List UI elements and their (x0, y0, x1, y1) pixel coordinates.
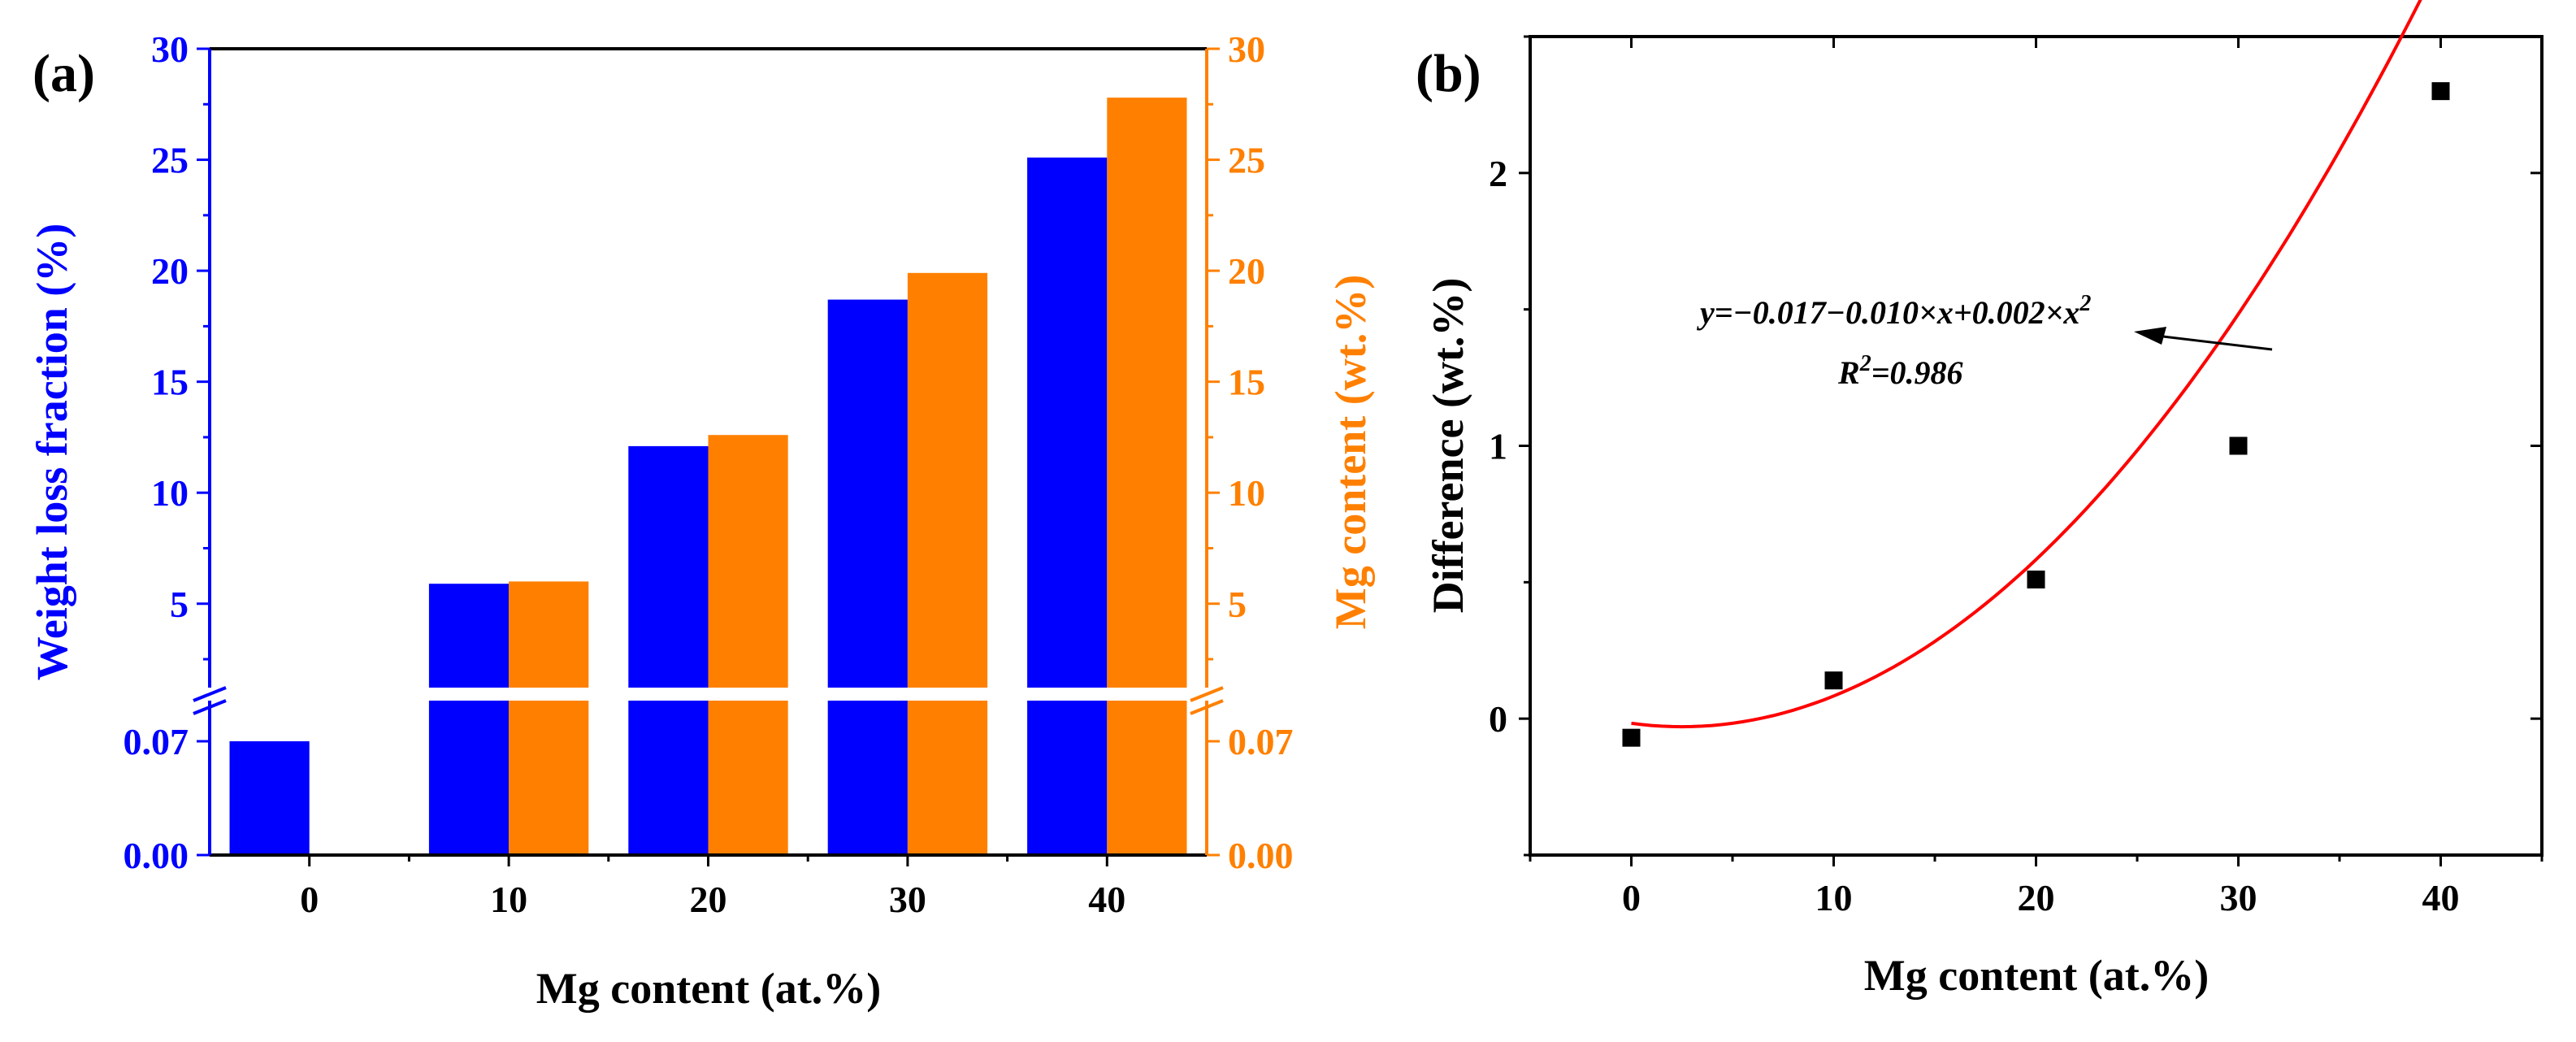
panel-a-x-tick-label: 10 (490, 879, 527, 920)
panel-a-right-y-tick-label: 25 (1228, 140, 1265, 181)
bar-mg-content-10 (509, 581, 589, 855)
fit-curve (1631, 0, 2422, 729)
panel-b-points (1622, 82, 2450, 747)
equation-arrow-head (2134, 327, 2166, 345)
panel-a-right-break-slash (1190, 699, 1224, 715)
panel-a-x-tick-label: 0 (300, 879, 319, 920)
panel-a-left-y-title: Weight loss fraction (%) (28, 224, 76, 680)
bar-mg-content-30 (907, 272, 988, 855)
panel-b-label: (b) (1416, 44, 1481, 103)
panel-b-y-tick-label: 2 (1489, 153, 1507, 194)
panel-a-right-y-tick-label: 5 (1228, 584, 1247, 625)
panel-b-x-tick-label: 20 (2018, 877, 2055, 918)
panel-a-left-y-tick-label: 0.00 (124, 835, 189, 876)
panel-a-x-tick-label: 20 (690, 879, 727, 920)
panel-b-y-tick-label: 1 (1489, 426, 1507, 467)
panel-a-left-y-tick-label: 30 (151, 28, 189, 70)
panel-b-y-tick-label: 0 (1489, 698, 1507, 740)
panel-b-x-tick-label: 10 (1815, 877, 1853, 918)
panel-a-axis-break (195, 688, 1224, 701)
bar-weight-loss-40 (1027, 157, 1108, 856)
fit-equation: y=−0.017−0.010×x+0.002×x2 (1697, 291, 2091, 331)
panel-a-right-y-tick-label: 15 (1228, 362, 1265, 403)
panel-b-ticks: 0 10 20 30 40 0 1 2 (1489, 35, 2543, 918)
panel-a-left-y-tick-label: 15 (151, 362, 189, 403)
panel-a-bars (229, 98, 1187, 856)
bar-weight-loss-0 (229, 741, 310, 855)
equation-arrow-shaft (2162, 335, 2273, 351)
panel-a-left-y-tick-label: 10 (151, 472, 189, 514)
panel-a-left-y-tick-label: 20 (151, 250, 189, 292)
r-squared: R2=0.986 (1837, 351, 1962, 391)
data-point-30 (2229, 436, 2248, 455)
panel-b-y-title: Difference (wt.%) (1424, 278, 1472, 614)
panel-a-right-break-slash (1190, 686, 1224, 702)
data-point-20 (2027, 570, 2045, 588)
panel-a-right-y-tick-label: 10 (1228, 472, 1265, 514)
data-point-40 (2431, 82, 2450, 101)
panel-a-right-y-tick-label: 30 (1228, 28, 1265, 70)
panel-b-x-tick-label: 0 (1622, 877, 1641, 918)
data-point-10 (1824, 671, 1843, 690)
panel-b-x-tick-label: 30 (2220, 877, 2257, 918)
panel-a-x-tick-label: 30 (889, 879, 926, 920)
bar-mg-content-40 (1107, 98, 1187, 856)
panel-a-left-break-slash (193, 686, 227, 702)
data-point-0 (1622, 728, 1641, 747)
panel-a-left-y-tick-label: 25 (151, 140, 189, 181)
panel-a-left-y-tick-label: 5 (170, 584, 189, 625)
panel-a-right-y-tick-label: 20 (1228, 250, 1265, 292)
panel-a-label: (a) (33, 44, 95, 103)
panel-b: (b) 0 10 20 30 40 0 1 2 y=−0.017−0.010×x+0.002×… (1416, 0, 2543, 1000)
panel-a-x-tick-label: 40 (1088, 879, 1125, 920)
panel-a-right-y-tick-label: 0.00 (1228, 835, 1294, 876)
bar-weight-loss-30 (827, 299, 908, 856)
panel-a: (a) 0 10 20 30 40 0.00 0.00 0.07 0.07 5 5 10 10 15 15 2… (28, 28, 1375, 1013)
panel-a-left-break-slash (193, 699, 227, 715)
bar-weight-loss-20 (628, 445, 709, 855)
panel-b-x-title: Mg content (at.%) (1864, 951, 2209, 1000)
bar-mg-content-20 (708, 435, 788, 855)
panel-a-left-y-tick-label: 0.07 (124, 721, 189, 762)
panel-b-frame (1529, 35, 2543, 857)
panel-a-x-title: Mg content (at.%) (536, 964, 881, 1013)
panel-b-x-tick-label: 40 (2422, 877, 2460, 918)
panel-a-ticks: 0 10 20 30 40 0.00 0.00 0.07 0.07 5 5 10 10 15 15 20 20 2… (124, 28, 1294, 920)
panel-a-right-y-title: Mg content (wt.%) (1326, 275, 1375, 629)
panel-a-right-y-tick-label: 0.07 (1228, 721, 1294, 762)
bar-weight-loss-10 (428, 584, 510, 855)
